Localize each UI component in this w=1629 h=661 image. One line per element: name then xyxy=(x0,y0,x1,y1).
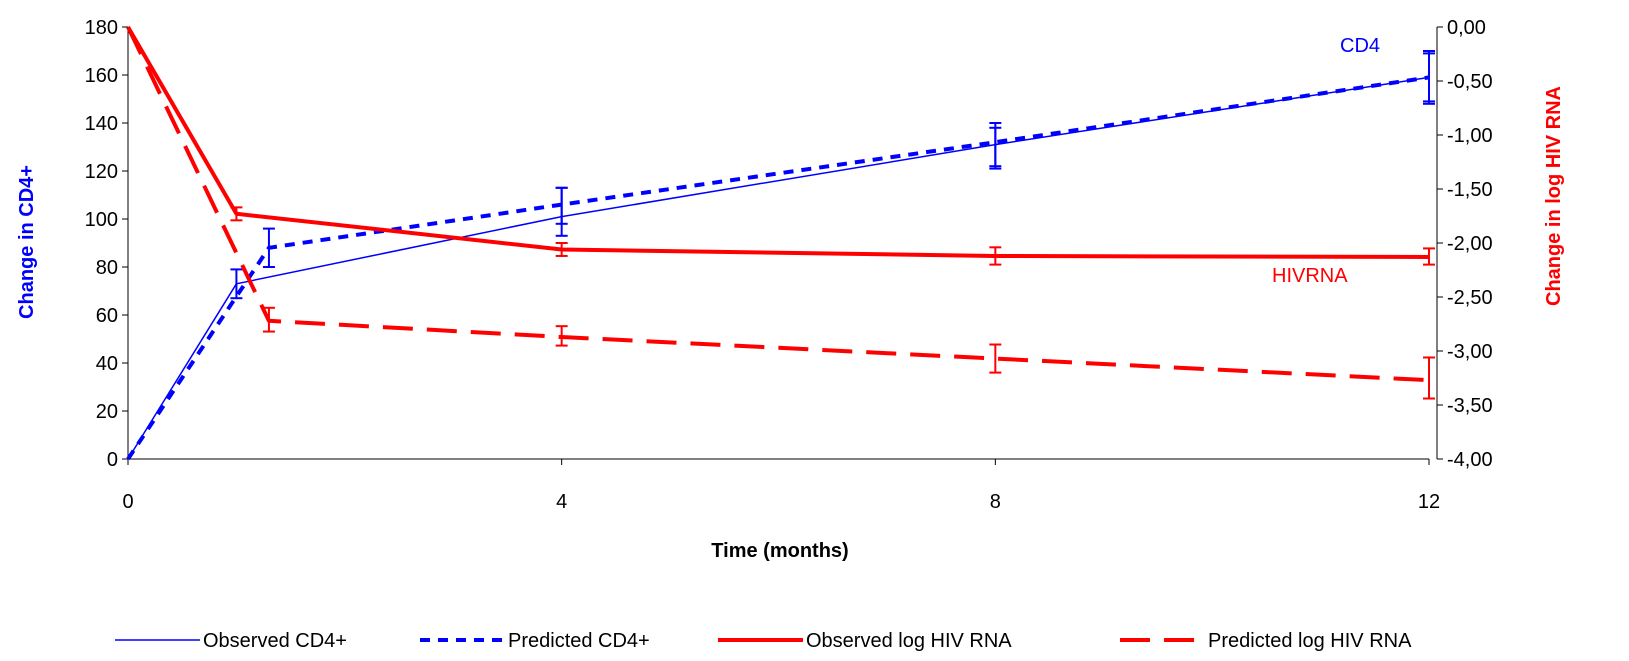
y-left-tick-label: 0 xyxy=(107,449,118,471)
y-right-tick-label: -3,50 xyxy=(1447,395,1493,417)
legend-item: Observed log HIV RNA xyxy=(718,630,1012,652)
y-left-tick-label: 100 xyxy=(85,209,118,231)
legend: Observed CD4+ Predicted CD4+ Observed log … xyxy=(115,630,1412,652)
annotations: CD4 HIVRNA xyxy=(1272,35,1380,287)
y-right-tick-label: -2,00 xyxy=(1447,233,1493,255)
series-layer xyxy=(126,25,1435,461)
y-axis-right-title: Change in log HIV RNA xyxy=(1543,86,1565,306)
error-bar xyxy=(1423,52,1435,103)
y-right-tick-label: -1,50 xyxy=(1447,179,1493,201)
y-axis-left-title: Change in CD4+ xyxy=(16,165,38,319)
error-bar xyxy=(262,227,275,268)
series-observed-log-hiv-rna xyxy=(126,25,1435,266)
error-bar xyxy=(989,246,1002,266)
error-bar xyxy=(989,126,1002,170)
error-bar xyxy=(230,268,243,300)
y-right-tick-label: -0,50 xyxy=(1447,71,1493,93)
y-right-tick-label: 0,00 xyxy=(1447,17,1486,39)
y-left-tick-label: 40 xyxy=(96,353,118,375)
y-left-tick-label: 140 xyxy=(85,113,118,135)
legend-label: Predicted log HIV RNA xyxy=(1208,630,1412,652)
legend-label: Observed log HIV RNA xyxy=(806,630,1012,652)
y-left-tick-label: 60 xyxy=(96,305,118,327)
series-predicted-cd4- xyxy=(126,52,1435,461)
annotation-cd4: CD4 xyxy=(1340,35,1380,57)
y-right-tick-label: -2,50 xyxy=(1447,287,1493,309)
error-bar xyxy=(555,242,568,257)
series-predicted-log-hiv-rna xyxy=(126,26,1435,400)
x-tick-label: 4 xyxy=(556,491,567,513)
series-line xyxy=(126,75,1430,461)
error-bar xyxy=(1423,247,1435,266)
y-left-tick-label: 80 xyxy=(96,257,118,279)
error-bar xyxy=(1423,356,1435,400)
series-line xyxy=(126,25,1430,259)
y-left-tick-label: 120 xyxy=(85,161,118,183)
y-right-tick-label: -1,00 xyxy=(1447,125,1493,147)
annotation-hivrna: HIVRNA xyxy=(1272,265,1348,287)
y-left-tick-label: 180 xyxy=(85,17,118,39)
legend-item: Predicted log HIV RNA xyxy=(1120,630,1412,652)
x-axis-title: Time (months) xyxy=(711,540,848,562)
error-bar xyxy=(230,206,243,222)
legend-label: Observed CD4+ xyxy=(203,630,347,652)
legend-label: Predicted CD4+ xyxy=(508,630,650,652)
error-bar xyxy=(555,325,568,347)
x-tick-label: 8 xyxy=(990,491,1001,513)
y-right-tick-label: -4,00 xyxy=(1447,449,1493,471)
error-bar xyxy=(989,343,1002,374)
legend-item: Observed CD4+ xyxy=(115,630,347,652)
series-line xyxy=(126,26,1430,383)
legend-item: Predicted CD4+ xyxy=(420,630,650,652)
error-bar xyxy=(262,306,275,333)
y-left-tick-label: 20 xyxy=(96,401,118,423)
series-line xyxy=(127,76,1430,460)
x-tick-label: 0 xyxy=(122,491,133,513)
error-bar xyxy=(555,186,568,225)
x-tick-label: 12 xyxy=(1418,491,1440,513)
y-left-tick-label: 160 xyxy=(85,65,118,87)
y-right-tick-label: -3,00 xyxy=(1447,341,1493,363)
